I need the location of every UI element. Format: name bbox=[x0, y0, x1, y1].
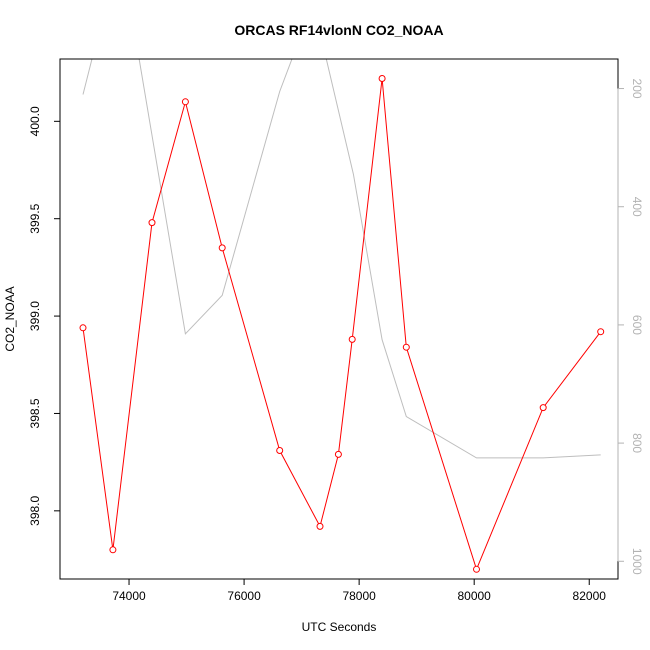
data-point bbox=[539, 404, 547, 412]
data-point bbox=[148, 219, 156, 227]
series-layer bbox=[79, 59, 605, 573]
x-tick-label: 82000 bbox=[573, 589, 607, 603]
x-tick-label: 74000 bbox=[112, 589, 146, 603]
y2-tick-label: 1000 bbox=[630, 548, 644, 575]
chart-title: ORCAS RF14vlonN CO2_NOAA bbox=[234, 22, 443, 38]
y2-tick-label: 200 bbox=[630, 79, 644, 99]
data-point bbox=[181, 98, 189, 106]
data-point bbox=[316, 522, 324, 530]
data-point bbox=[348, 335, 356, 343]
x-tick-label: 80000 bbox=[457, 589, 491, 603]
data-point bbox=[473, 565, 480, 573]
series-line-secondary bbox=[82, 59, 601, 459]
y2-tick-label: 800 bbox=[630, 433, 644, 453]
data-point bbox=[109, 546, 117, 554]
data-point bbox=[402, 343, 410, 351]
axes-layer: 74000 76000 78000 80000 82000 398.0 398.5 399.0… bbox=[28, 79, 644, 603]
y2-tick-label: 400 bbox=[630, 197, 644, 217]
x-axis-label: UTC Seconds bbox=[302, 620, 377, 634]
y-tick-label: 398.0 bbox=[28, 495, 42, 525]
data-point bbox=[79, 324, 87, 332]
plot-frame bbox=[59, 58, 619, 580]
y2-tick-label: 600 bbox=[630, 315, 644, 335]
series-line-co2 bbox=[82, 78, 602, 571]
y-tick-label: 399.0 bbox=[28, 301, 42, 331]
y-axis-label: CO2_NOAA bbox=[3, 286, 17, 351]
y-tick-label: 399.5 bbox=[28, 203, 42, 233]
x-tick-label: 78000 bbox=[342, 589, 376, 603]
y-tick-label: 400.0 bbox=[28, 106, 42, 136]
data-point bbox=[334, 450, 342, 458]
data-point bbox=[597, 328, 605, 336]
data-point bbox=[276, 447, 284, 454]
data-point bbox=[218, 244, 226, 252]
data-point bbox=[378, 75, 386, 82]
x-tick-label: 76000 bbox=[227, 589, 261, 603]
y-tick-label: 398.5 bbox=[28, 398, 42, 428]
